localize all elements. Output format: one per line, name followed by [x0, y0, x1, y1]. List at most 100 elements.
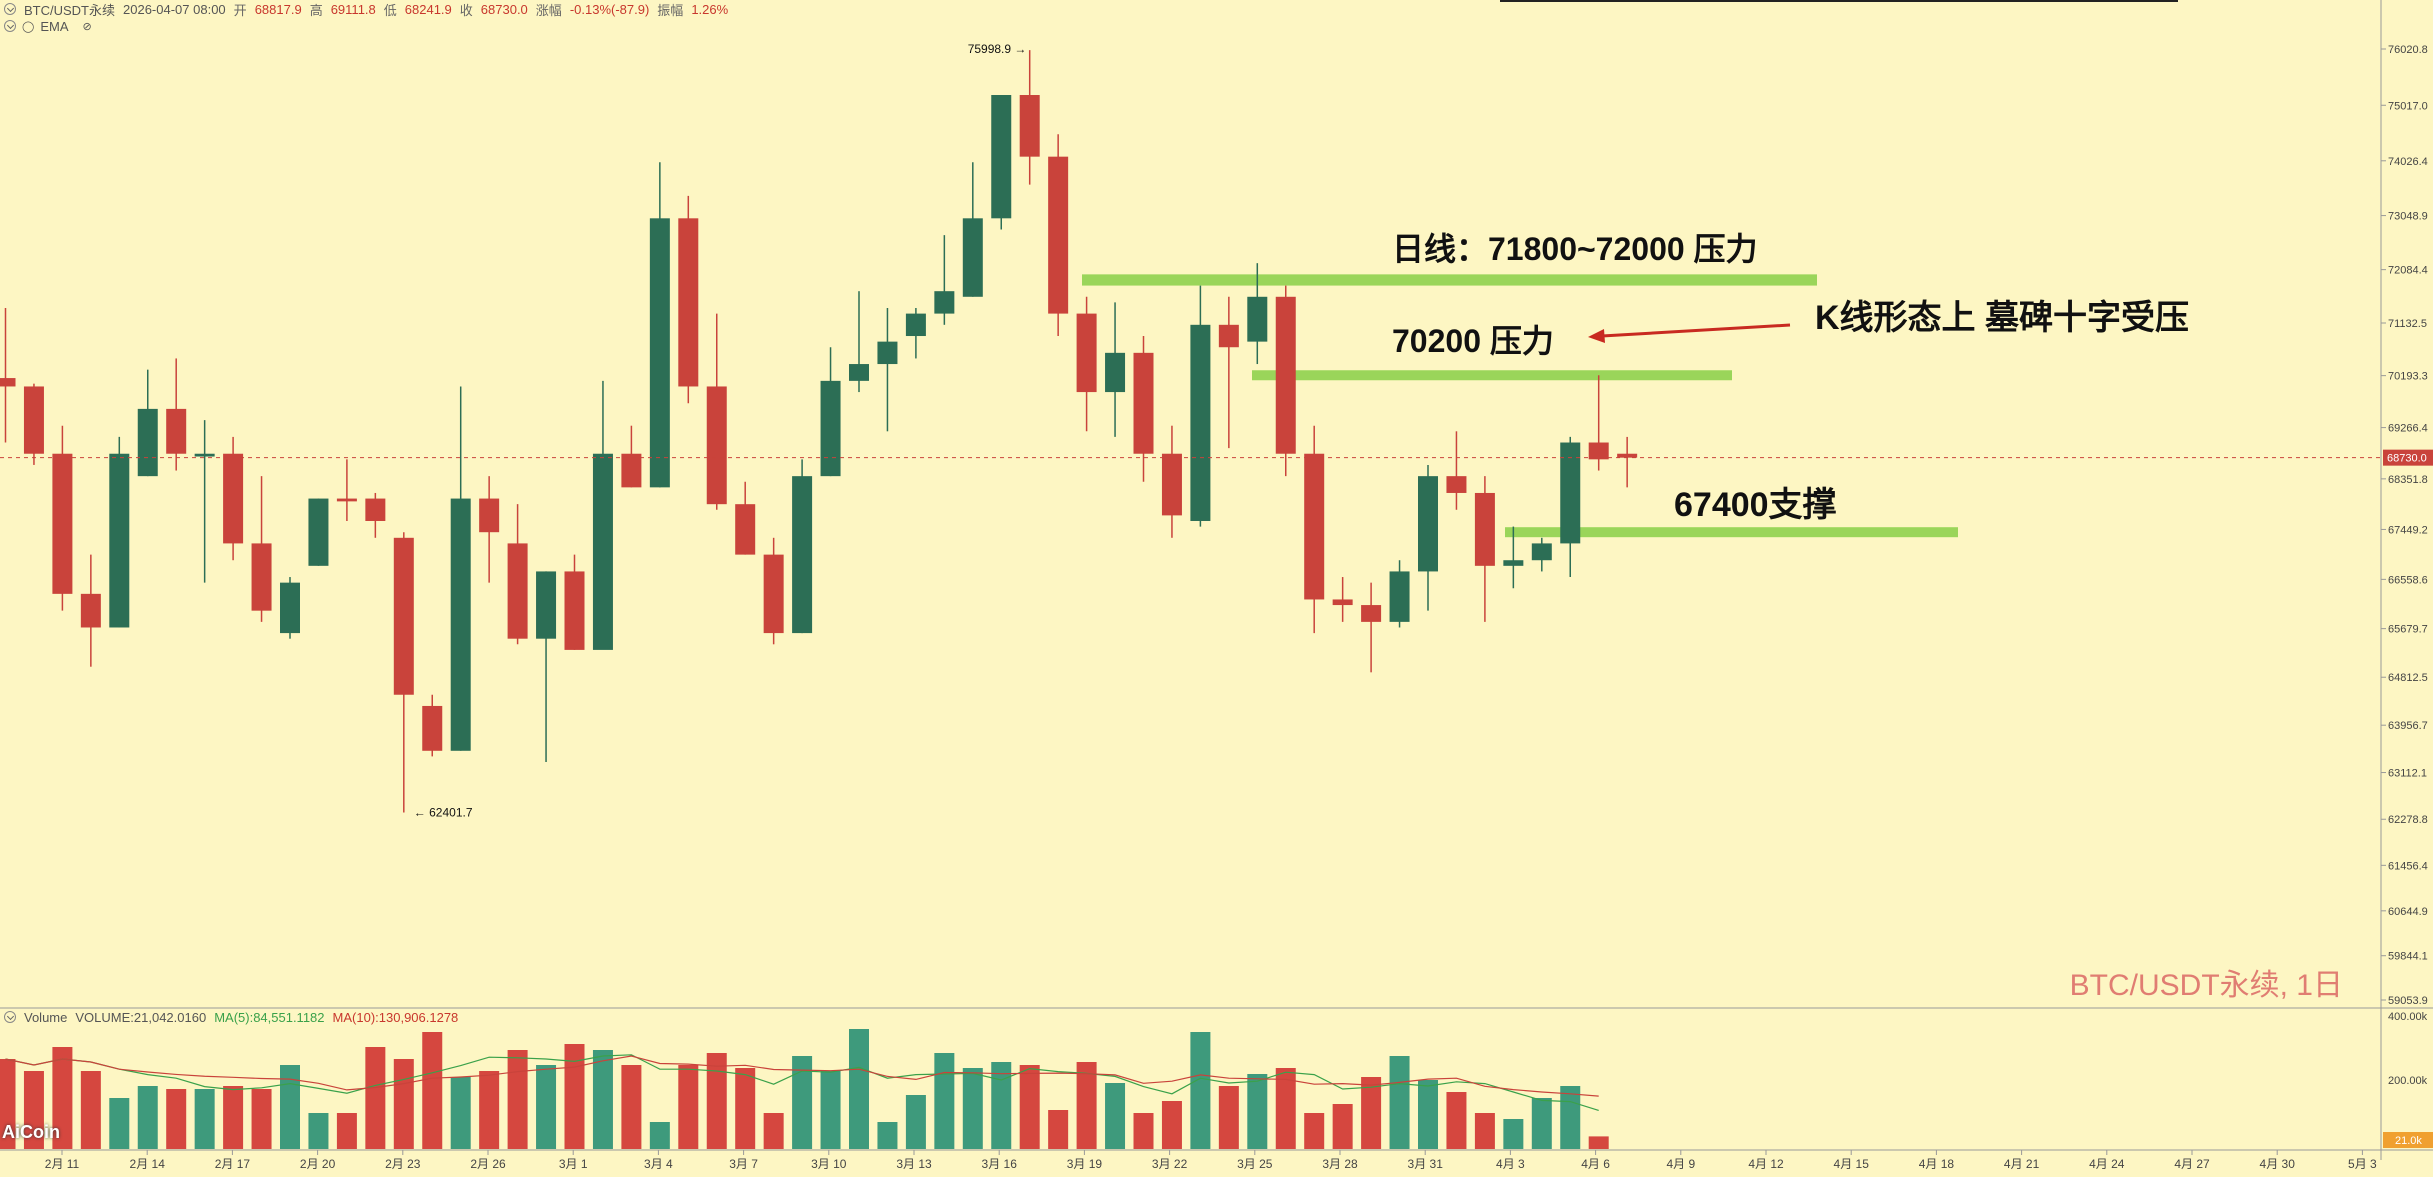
candle-body: [336, 498, 357, 502]
candle: [507, 504, 528, 645]
last-price-box: [2383, 449, 2433, 466]
date-tick-label: 4月 15: [1834, 1157, 1870, 1171]
collapse-chevron-icon[interactable]: [4, 3, 16, 15]
volume-bar: [1588, 1136, 1609, 1149]
candle-body: [251, 543, 272, 611]
top-bar: [1500, 0, 2178, 2]
volume-bar: [1076, 1062, 1097, 1149]
hide-icon[interactable]: ⊘: [82, 20, 92, 33]
date-tick-label: 2月 26: [470, 1157, 506, 1171]
candle: [1133, 336, 1154, 482]
volume-bar: [365, 1047, 386, 1149]
zones: [1082, 274, 1958, 538]
annotation-70200-resistance: 70200 压力: [1392, 323, 1554, 359]
volume-bar: [166, 1089, 187, 1149]
volume-bar: [877, 1122, 898, 1149]
price-tick-label: 63112.1: [2388, 768, 2427, 780]
candle-body: [1048, 156, 1069, 314]
zone-daily-resistance: [1082, 274, 1817, 286]
candle: [564, 554, 585, 650]
volume-bar: [735, 1068, 756, 1149]
annotation-arrow: [1601, 323, 1791, 338]
volume-label: Volume: [24, 1009, 68, 1025]
volume-bar: [1247, 1074, 1268, 1149]
candle-body: [1275, 296, 1296, 454]
date-tick-label: 2月 14: [130, 1157, 166, 1171]
volume-axis: 400.00k 200.00k: [2388, 1011, 2428, 1087]
date-tick-label: 3月 1: [559, 1157, 588, 1171]
candle: [0, 307, 16, 443]
close-label: 收: [459, 2, 473, 18]
candle-body: [820, 380, 841, 477]
price-tick-label: 64812.5: [2388, 672, 2428, 684]
volume-bar: [1218, 1086, 1239, 1149]
candle-body: [1389, 571, 1410, 622]
candle-body: [1446, 476, 1467, 493]
volume-bar: [1389, 1056, 1410, 1149]
open-value: 68817.9: [254, 1, 302, 17]
indicator-chevron-icon[interactable]: [4, 20, 16, 32]
low-value: 68241.9: [404, 1, 452, 17]
candle: [166, 358, 187, 471]
candle-body: [393, 537, 414, 695]
date-tick-label: 2月 11: [45, 1157, 80, 1171]
candle-body: [365, 498, 386, 521]
price-tick-label: 63956.7: [2388, 720, 2428, 732]
candle-body: [991, 95, 1012, 219]
ma-lines: [5, 1054, 1599, 1112]
candle-body: [308, 498, 329, 566]
volume-bar: [820, 1071, 841, 1149]
candle: [1560, 436, 1581, 578]
zone-70200-resistance: [1252, 370, 1732, 381]
candle-body: [763, 554, 784, 634]
volume-bar: [1161, 1101, 1182, 1149]
candle: [1361, 582, 1382, 673]
candle-body: [1332, 599, 1353, 606]
volume-bar: [422, 1032, 443, 1149]
candle: [962, 162, 983, 297]
zone-67400-support: [1505, 527, 1958, 538]
candle: [820, 347, 841, 477]
candle: [621, 425, 642, 488]
candle-body: [564, 571, 585, 650]
change-label: 涨幅: [535, 2, 562, 18]
candle: [649, 162, 670, 488]
eye-icon[interactable]: ◯: [22, 20, 35, 33]
date-tick-label: 4月 24: [2089, 1157, 2125, 1171]
candle-body: [1531, 543, 1552, 561]
volume-bar: [564, 1044, 585, 1149]
volume-bar: [0, 1059, 16, 1149]
price-axis: 76020.8 75017.0 74026.4 73048.9 72084.4 71132…: [2381, 44, 2428, 1007]
candle: [592, 380, 613, 650]
candle-body: [735, 504, 756, 555]
indicator-label[interactable]: EMA: [40, 18, 69, 34]
info-bar: BTC/USDT永续 2026-04-07 08:00 开 68817.9 高 69…: [4, 0, 728, 18]
volume-chevron-icon[interactable]: [4, 1011, 16, 1023]
candle-body: [0, 378, 16, 387]
candle: [1105, 302, 1126, 437]
candle: [1304, 425, 1325, 634]
price-tick-label: 59844.1: [2388, 951, 2428, 963]
candle: [80, 554, 101, 667]
volume-bar: [962, 1068, 983, 1149]
candle-body: [507, 543, 528, 639]
candle-body: [1503, 560, 1524, 566]
date-label: 2026-04-07 08:00: [123, 1, 226, 17]
candle-body: [1019, 95, 1040, 157]
annotation-pattern: K线形态上 墓碑十字受压: [1815, 299, 2189, 337]
volume-bar: [223, 1086, 244, 1149]
date-tick-label: 3月 7: [729, 1157, 758, 1171]
date-tick-label: 5月 3: [2348, 1157, 2377, 1171]
symbol-label: BTC/USDT永续: [24, 2, 116, 18]
volume-bar: [1332, 1104, 1353, 1149]
price-tick-label: 60644.9: [2388, 906, 2428, 918]
high-label: 高: [309, 2, 323, 18]
candle: [877, 307, 898, 432]
open-label: 开: [233, 2, 247, 18]
candle-body: [678, 218, 699, 387]
ma10-line: [5, 1055, 1599, 1097]
volume-bar: [536, 1065, 557, 1149]
candle: [280, 577, 300, 639]
candle: [223, 436, 244, 561]
